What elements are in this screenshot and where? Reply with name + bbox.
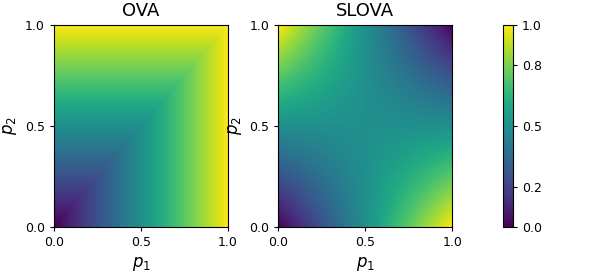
X-axis label: $p_1$: $p_1$ xyxy=(131,255,151,273)
Y-axis label: $p_2$: $p_2$ xyxy=(226,117,244,135)
Y-axis label: $p_2$: $p_2$ xyxy=(1,117,19,135)
X-axis label: $p_1$: $p_1$ xyxy=(356,255,375,273)
Title: OVA: OVA xyxy=(122,2,160,20)
Title: SLOVA: SLOVA xyxy=(336,2,394,20)
